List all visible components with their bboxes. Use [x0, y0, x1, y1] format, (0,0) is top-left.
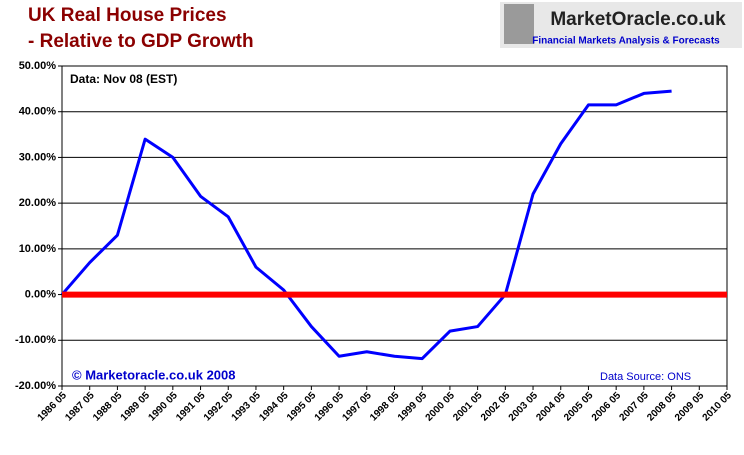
x-tick-label: 2003 05 — [507, 390, 541, 424]
x-tick-label: 1993 05 — [230, 390, 264, 424]
x-tick-label: 2001 05 — [451, 390, 485, 424]
x-tick-label: 2000 05 — [424, 390, 458, 424]
annotation: © Marketoracle.co.uk 2008 — [72, 367, 236, 382]
x-tick-label: 1987 05 — [63, 390, 97, 424]
y-tick-label: -20.00% — [15, 380, 56, 392]
x-tick-label: 1998 05 — [368, 390, 402, 424]
y-tick-label: 40.00% — [19, 106, 57, 118]
x-tick-label: 2007 05 — [618, 390, 652, 424]
logo-box — [500, 2, 742, 48]
y-tick-label: 50.00% — [19, 60, 57, 72]
y-tick-label: 0.00% — [25, 288, 56, 300]
x-tick-label: 2009 05 — [673, 390, 707, 424]
x-tick-label: 1989 05 — [119, 390, 153, 424]
x-tick-label: 2005 05 — [562, 390, 596, 424]
y-tick-label: 30.00% — [19, 151, 57, 163]
logo-icon — [504, 4, 534, 44]
x-tick-label: 1997 05 — [340, 390, 374, 424]
x-tick-label: 1990 05 — [146, 390, 180, 424]
x-tick-label: 1988 05 — [91, 390, 125, 424]
x-tick-label: 2004 05 — [534, 390, 568, 424]
x-tick-label: 1999 05 — [396, 390, 430, 424]
y-tick-label: 10.00% — [19, 243, 57, 255]
plot-area — [61, 65, 728, 387]
chart-title: - Relative to GDP Growth — [28, 31, 254, 52]
x-tick-label: 1996 05 — [313, 390, 347, 424]
logo-name: MarketOracle.co.uk — [550, 9, 726, 30]
x-tick-label: 1992 05 — [202, 390, 236, 424]
x-tick-label: 1995 05 — [285, 390, 319, 424]
x-tick-label: 2002 05 — [479, 390, 513, 424]
x-tick-label: 1986 05 — [36, 390, 70, 424]
x-tick-label: 2008 05 — [645, 390, 679, 424]
x-tick-label: 2006 05 — [590, 390, 624, 424]
data-line — [60, 89, 672, 361]
chart-title: UK Real House Prices — [28, 5, 227, 26]
logo-tagline: Financial Markets Analysis & Forecasts — [532, 36, 720, 47]
y-tick-label: 20.00% — [19, 197, 57, 209]
annotation: Data: Nov 08 (EST) — [70, 72, 177, 86]
y-tick-label: -10.00% — [15, 334, 56, 346]
x-tick-label: 1994 05 — [257, 390, 291, 424]
x-tick-label: 1991 05 — [174, 390, 208, 424]
x-tick-label: 2010 05 — [701, 390, 735, 424]
annotation: Data Source: ONS — [600, 371, 691, 383]
